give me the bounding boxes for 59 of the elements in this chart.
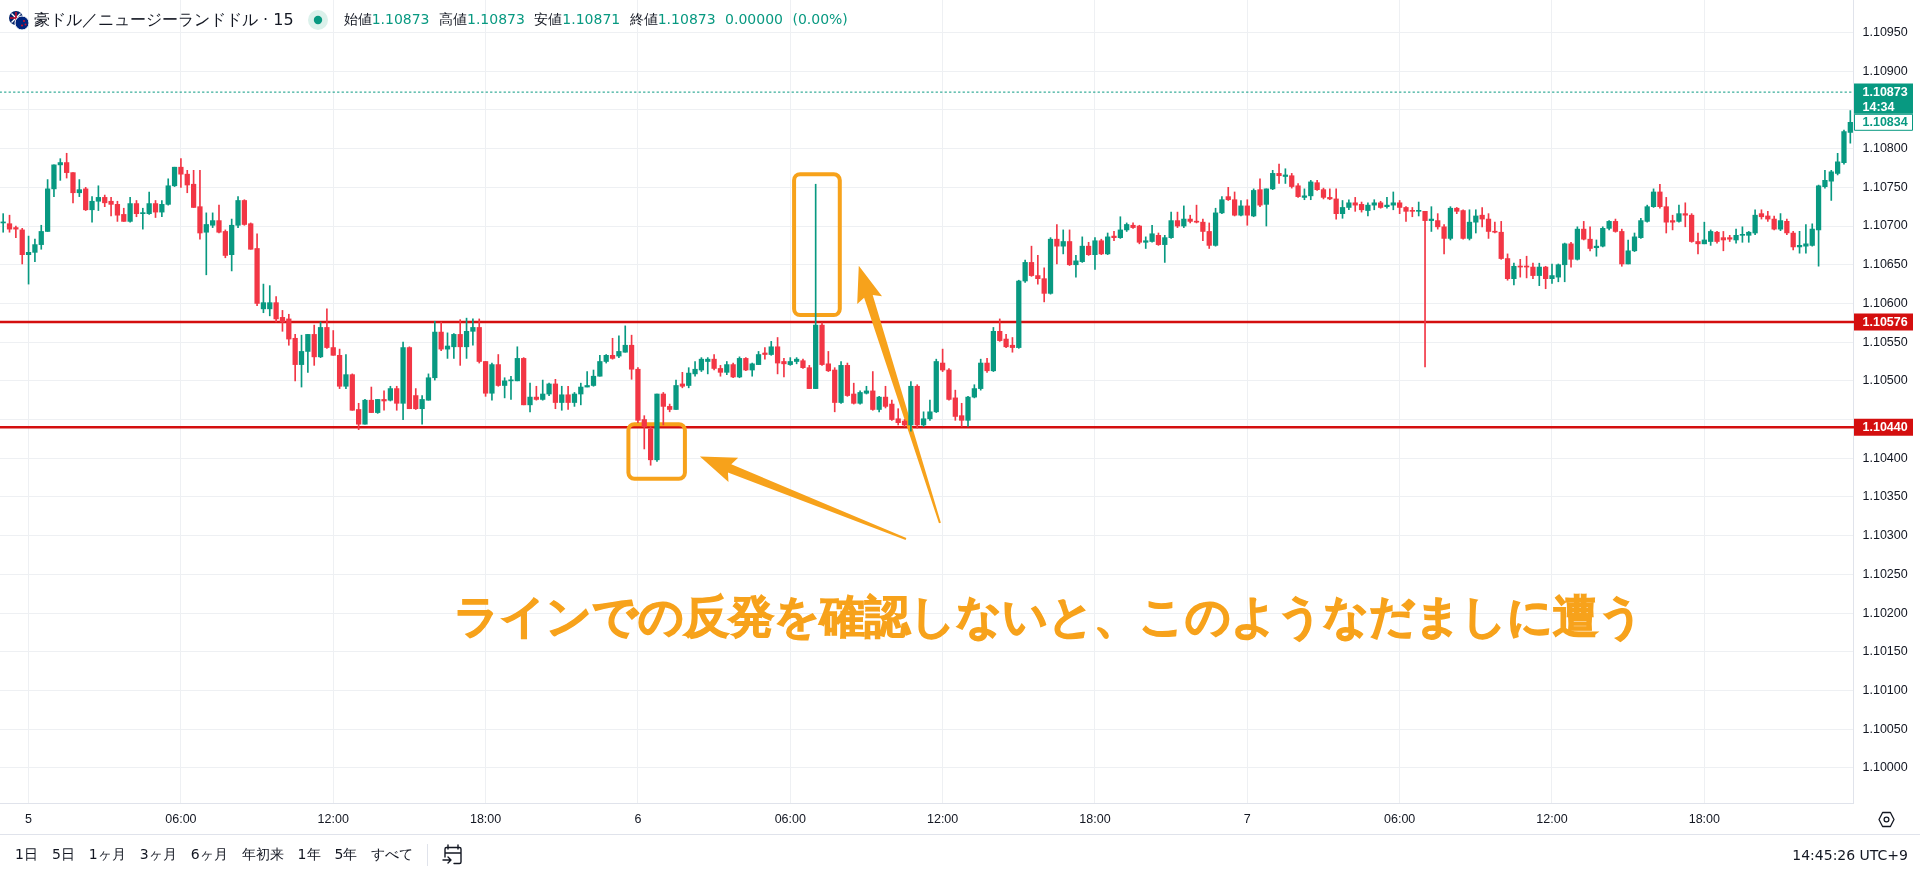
text: 1.10834 [1862,115,1908,130]
text: 5年 [334,845,358,864]
text: 6ヶ月 [190,845,228,864]
x-tick-label: 6 [634,812,642,827]
x-tick-label: 06:00 [165,812,197,827]
y-tick-label: 1.10050 [1862,721,1908,736]
candlestick [1054,224,1060,265]
candlestick [140,207,146,230]
x-tick-label: 12:00 [1536,812,1568,827]
x-tick-label: 06:00 [1384,812,1416,827]
y-tick-label: 1.10200 [1862,605,1908,620]
y-tick-label: 1.10250 [1862,566,1908,581]
x-tick-label: 7 [1243,812,1251,827]
x-tick-label: 12:00 [317,812,349,827]
ref-line-label: 1.10576 [1862,314,1908,329]
text: 1ヶ月 [88,845,126,864]
y-tick-label: 1.10550 [1862,334,1908,349]
x-tick-label: 18:00 [469,812,502,827]
text: 3ヶ月 [139,845,177,864]
text: 5日 [51,845,75,864]
y-tick-label: 1.10600 [1862,295,1908,310]
y-tick-label: 1.10350 [1862,489,1908,504]
y-tick-label: 1.10400 [1862,450,1908,465]
y-tick-label: 1.10000 [1862,760,1908,775]
candlestick [1111,231,1117,242]
text: 1日 [15,845,38,864]
text: 年初来 [241,845,284,864]
candlestick [762,347,768,360]
annotation: ラインでの反発を確認しないと、このようなだましに遭う [454,589,1644,643]
text: 14:45:26 UTC+9 [1792,846,1908,863]
x-tick-label: 5 [25,812,33,827]
x-tick-label: 18:00 [1079,812,1111,827]
y-tick-label: 1.10300 [1862,528,1908,543]
candlestick [1276,163,1282,184]
y-tick-label: 1.10900 [1862,63,1908,78]
y-tick-label: 1.10100 [1862,682,1908,697]
y-tick-label: 1.10500 [1862,373,1908,388]
candlestick [381,390,387,411]
ref-line-label: 1.10440 [1862,420,1908,435]
y-tick-label: 1.10750 [1862,179,1908,194]
x-tick-label: 06:00 [774,812,806,827]
ref-line-label: 1.10873 14:34 [1862,85,1908,114]
text: 豪ドル／ニュージーランドドル · 15 [34,9,294,31]
candlestick [178,158,184,188]
candlestick [1384,197,1390,209]
x-tick-label: 12:00 [926,812,959,827]
candlestick [1422,211,1428,368]
candlestick [1416,201,1422,217]
y-tick-label: 1.10800 [1862,141,1908,156]
y-tick-label: 1.10150 [1862,644,1908,659]
y-tick-label: 1.10950 [1862,24,1908,39]
y-tick-label: 1.10650 [1862,257,1908,272]
x-tick-label: 18:00 [1688,812,1721,827]
candlestick [1390,191,1396,211]
y-tick-label: 1.10700 [1862,218,1908,233]
text: すべて [371,845,414,864]
candlestick [57,158,63,181]
text: 1年 [297,845,321,864]
text: 始値1.10873 高値1.10873 安値1.10871 終値1.10873 0.00000 (0.00%) [343,11,848,27]
